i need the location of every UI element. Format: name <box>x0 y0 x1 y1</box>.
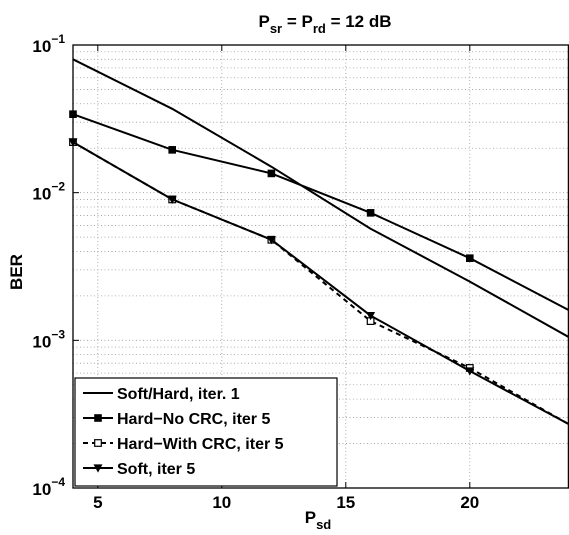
open-square-marker <box>94 439 102 447</box>
square-marker <box>94 414 102 422</box>
series-line <box>72 141 569 426</box>
square-marker <box>466 254 474 262</box>
series-line <box>72 58 569 339</box>
legend-label-2: Hard−No CRC, iter 5 <box>117 411 270 428</box>
y-tick-label: 10−2 <box>32 180 65 204</box>
title-p1: P <box>258 12 269 31</box>
y-tick-label: 10−3 <box>32 327 65 351</box>
triangle-marker <box>266 236 276 245</box>
title-rest: = 12 dB <box>326 12 392 31</box>
legend: Soft/Hard, iter. 1 Hard−No CRC, iter 5 Har… <box>74 377 338 487</box>
y-tick-label: 10−1 <box>32 32 65 56</box>
axes-layer: 5 10 15 20 10−1 10−2 10−3 10−4 <box>32 32 569 512</box>
legend-label-1: Soft/Hard, iter. 1 <box>117 386 240 403</box>
triangle-marker <box>366 312 376 321</box>
x-tick-label: 15 <box>336 493 355 512</box>
x-tick-label: 10 <box>212 493 231 512</box>
series-line <box>72 113 569 312</box>
series-1 <box>72 58 569 339</box>
grid <box>73 45 569 488</box>
legend-box <box>74 377 338 487</box>
x-axis-label-sub: sd <box>316 517 331 532</box>
series-2 <box>69 110 569 312</box>
title-eq1: = P <box>282 12 313 31</box>
square-marker <box>168 146 176 154</box>
x-tick-label: 20 <box>460 493 479 512</box>
series-4 <box>68 138 569 426</box>
title-sub2: rd <box>313 21 326 36</box>
square-marker <box>366 209 375 217</box>
triangle-marker <box>465 367 475 376</box>
triangle-marker <box>167 195 177 205</box>
y-axis-label: BER <box>7 254 26 290</box>
legend-label-4: Soft, iter 5 <box>117 461 195 478</box>
x-tick-label: 5 <box>93 493 102 512</box>
title-sub1: sr <box>270 21 282 36</box>
chart-title: Psr = Prd = 12 dB <box>258 12 391 36</box>
legend-label-3: Hard−With CRC, iter 5 <box>117 436 284 453</box>
series-layer <box>68 58 569 426</box>
series-line <box>72 141 569 426</box>
plot-frame <box>72 44 569 489</box>
square-marker <box>267 169 276 178</box>
triangle-marker <box>93 464 103 473</box>
y-tick-label: 10−4 <box>32 475 65 499</box>
x-axis-label-main: P <box>305 508 316 527</box>
x-axis-label: Psd <box>305 508 332 532</box>
